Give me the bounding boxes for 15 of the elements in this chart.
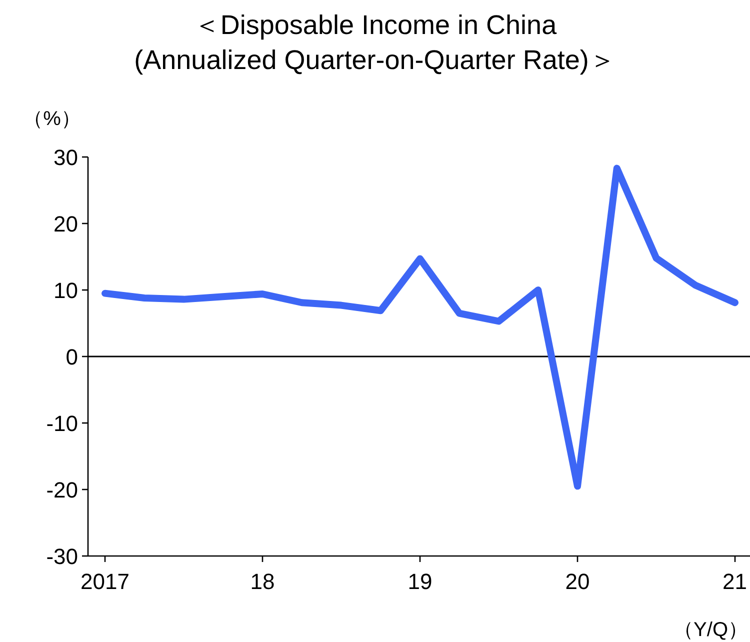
x-tick-label: 2017 [80, 569, 130, 594]
x-tick-label: 18 [250, 569, 275, 594]
y-tick-label: -10 [46, 411, 78, 436]
y-tick-label: 10 [54, 278, 78, 303]
x-tick-label: 21 [722, 569, 747, 594]
x-tick-label: 19 [408, 569, 432, 594]
chart-title: ＜Disposable Income in China (Annualized Quarter-on-Quarter Rate)＞ [134, 10, 616, 75]
x-tick-label: 20 [565, 569, 590, 594]
y-tick-label: 30 [54, 145, 78, 170]
y-tick-label: -20 [46, 478, 78, 502]
y-axis-title: （%） [23, 108, 81, 130]
x-axis-title: （Y/Q） [674, 619, 748, 641]
y-tick-label: 20 [54, 212, 78, 236]
y-tick-label: -30 [46, 544, 78, 569]
y-tick-label: 0 [66, 344, 78, 370]
